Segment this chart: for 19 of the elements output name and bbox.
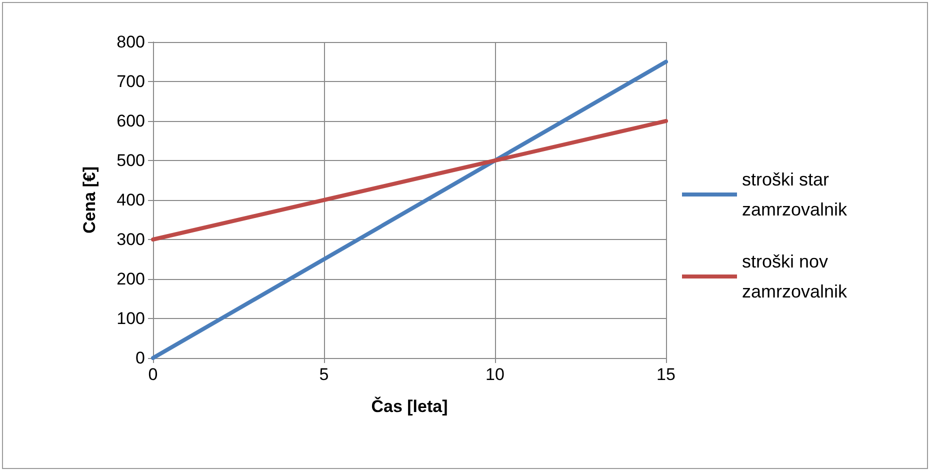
y-tick-label: 400 (116, 190, 145, 210)
y-tick-label: 200 (116, 270, 145, 288)
x-tick-label: 0 (148, 365, 158, 384)
x-tick-label: 5 (319, 365, 329, 384)
x-tick-label: 10 (486, 365, 504, 384)
x-tick-label: 15 (656, 365, 676, 384)
legend-label: stroški star zamrzovalnik (742, 170, 848, 220)
legend-label: stroški nov zamrzovalnik (742, 252, 848, 302)
y-tick-label: 600 (116, 112, 145, 130)
y-axis-title: Cena [€] (80, 166, 99, 234)
x-axis-title: Čas [leta] (371, 396, 448, 416)
y-tick-label: 0 (136, 348, 145, 368)
y-tick-label: 500 (116, 151, 145, 170)
y-tick-label: 100 (116, 309, 145, 328)
line-series (151, 119, 668, 242)
y-tick-label: 300 (116, 230, 145, 249)
line-series (151, 60, 668, 360)
y-tick-label: 700 (116, 72, 145, 91)
y-tick-label: 800 (116, 32, 145, 52)
